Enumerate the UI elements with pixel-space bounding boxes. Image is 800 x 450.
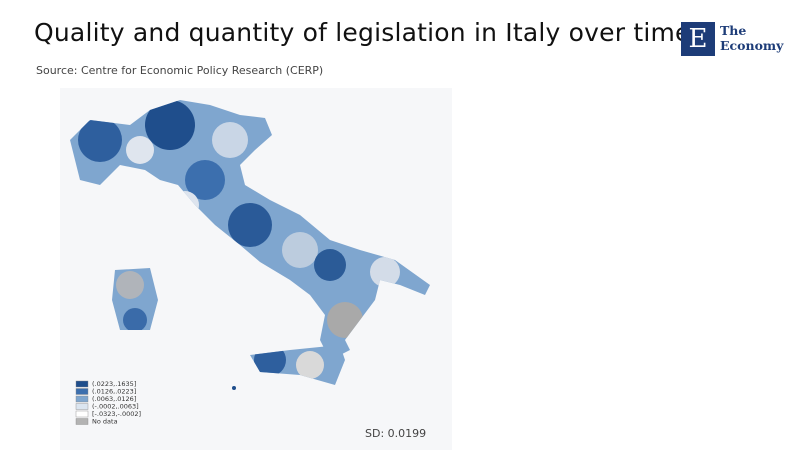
logo-mark: E	[681, 22, 715, 56]
legend-swatch	[75, 418, 89, 425]
legend-label: (.0063,.0126]	[92, 395, 136, 403]
legend-label: (-.0002,.0063]	[92, 403, 139, 411]
footnote: SD: 0.0199	[365, 427, 426, 440]
legend-swatch	[75, 388, 89, 395]
legend-label: [-.0323,-.0002]	[92, 410, 141, 418]
title: Quality and quantity of legislation in I…	[34, 18, 691, 47]
legend-label: (.0223,.1635]	[92, 380, 136, 388]
island	[232, 386, 236, 390]
legend: (.0223,.1635](.0126,.0223](.0063,.0126](…	[75, 380, 141, 426]
logo-name: The Economy	[720, 23, 783, 53]
legend-swatch	[75, 410, 89, 418]
logo-line: Economy	[720, 38, 784, 53]
legend-label: No data	[92, 418, 118, 426]
legend-swatch	[75, 403, 89, 410]
legend-swatch	[75, 380, 89, 388]
logo-line: The	[720, 23, 747, 38]
legend-swatch	[75, 395, 89, 403]
legend-label: (.0126,.0223]	[92, 388, 136, 396]
source: Source: Centre for Economic Policy Resea…	[36, 64, 324, 77]
